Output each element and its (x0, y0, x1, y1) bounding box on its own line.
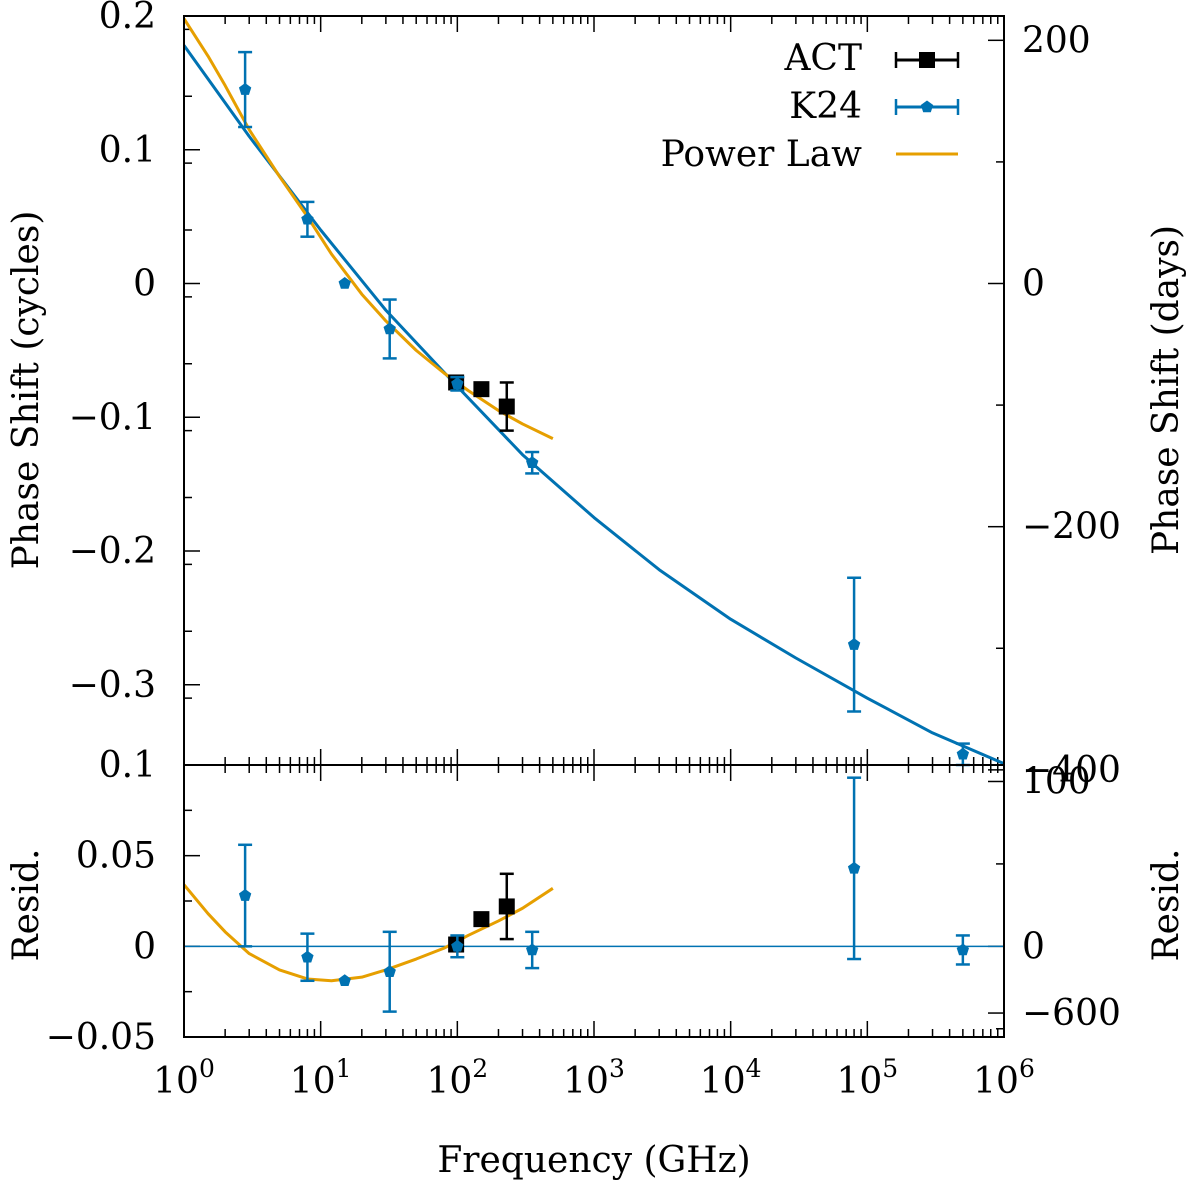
residuals-act-point (473, 911, 490, 928)
residuals-k24-point (847, 861, 861, 874)
main-y-tick-label: 0.1 (99, 130, 156, 171)
main-y2-tick-label: 200 (1022, 20, 1091, 61)
x-tick-label: 102 (426, 1054, 488, 1102)
legend-label-power-law: Power Law (661, 134, 863, 175)
main-y2-tick-label: 0 (1022, 264, 1045, 305)
legend-marker-act (919, 52, 935, 68)
main-y-tick-label: −0.2 (69, 531, 156, 572)
main-y-tick-label: 0 (133, 264, 156, 305)
main-curve-k24-fit (184, 44, 1004, 765)
residuals-k24-point (301, 950, 314, 963)
main-y-tick-label: 0.2 (99, 0, 156, 37)
main-y-tick-label: −0.3 (69, 665, 156, 706)
residuals-k24-point (238, 889, 252, 901)
residuals-k24-point (526, 943, 539, 956)
x-tick-label: 104 (700, 1054, 762, 1102)
main-act-point (498, 398, 515, 415)
residual-panel-frame (183, 764, 1005, 1038)
main-k24-point (383, 322, 396, 335)
main-act-point (473, 381, 490, 398)
legend-swatch-k24 (894, 99, 960, 115)
main-panel-frame (183, 15, 1005, 766)
main-k24-point (451, 377, 464, 390)
residuals-y2-tick-label: 100 (1022, 761, 1091, 802)
residuals-curve-power-law-residual (184, 883, 554, 983)
main-y2-axis-label: Phase Shift (days) (1146, 225, 1187, 555)
residuals-k24-point (451, 939, 464, 952)
main-k24-point (526, 456, 539, 468)
residuals-y-tick-label: 0.05 (76, 836, 156, 877)
legend-label-k24: K24 (789, 86, 862, 127)
residuals-y-tick-label: 0 (133, 926, 156, 967)
x-tick-label: 105 (836, 1054, 898, 1102)
residual-y2-axis-label: Resid. (1146, 849, 1187, 962)
residuals-k24-point (956, 943, 970, 956)
main-k24-point (847, 638, 861, 650)
main-k24-point (238, 83, 252, 95)
x-tick-label: 103 (563, 1054, 625, 1102)
x-tick-label: 101 (290, 1054, 352, 1102)
legend-label-act: ACT (783, 38, 862, 79)
plot-layer: 0.2 0.1 0 −0.1 −0.2 −0.3 200 0 −200 −400 −600 0.1 0.… (46, 0, 1121, 1102)
residuals-y-tick-label: −0.05 (46, 1017, 156, 1058)
residuals-k24-point (338, 974, 351, 987)
legend: ACT K24 Power Law (661, 38, 960, 175)
residuals-y-tick-label: 0.1 (99, 745, 156, 786)
legend-swatch-act (894, 52, 960, 68)
residuals-k24-point (383, 965, 396, 977)
x-axis-label: Frequency (GHz) (437, 1140, 750, 1181)
main-y2-tick-label: −600 (1022, 993, 1121, 1034)
main-y2-tick-label: −400 (1022, 750, 1121, 791)
main-y2-tick-label: −200 (1022, 507, 1121, 548)
main-k24-point (956, 747, 970, 760)
residual-y-axis-label: Resid. (6, 849, 47, 962)
main-y-axis-label: Phase Shift (cycles) (6, 211, 47, 570)
residuals-act-point (498, 898, 515, 915)
main-k24-point (301, 212, 314, 225)
legend-marker-k24 (920, 100, 934, 113)
main-curve-power-law (184, 17, 554, 440)
main-k24-point (338, 277, 351, 289)
main-y-tick-label: −0.1 (69, 397, 156, 438)
x-tick-label: 100 (153, 1054, 215, 1102)
x-tick-label: 106 (973, 1054, 1035, 1102)
residuals-y2-tick-label: 0 (1022, 926, 1045, 967)
